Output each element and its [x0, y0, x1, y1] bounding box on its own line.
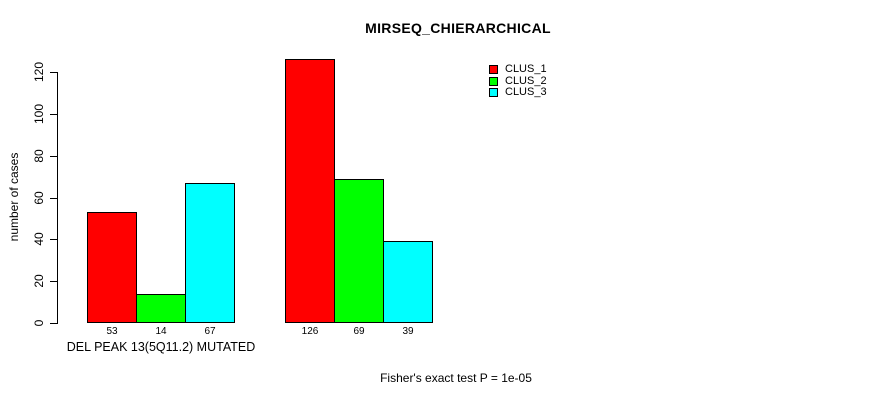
category-label: DEL PEAK 13(5Q11.2) MUTATED: [66, 340, 256, 354]
fisher-test-annotation: Fisher's exact test P = 1e-05: [380, 371, 532, 385]
y-axis-title: number of cases: [7, 152, 21, 242]
bar-value-label: 67: [204, 326, 216, 337]
bar-clus_1-group1: [87, 212, 137, 323]
legend-swatch-clus_3: [489, 88, 498, 98]
legend-swatch-clus_2: [489, 76, 498, 86]
bar-clus_3-group1: [185, 183, 235, 323]
y-axis-tick-label: 100: [32, 103, 46, 125]
legend-label: CLUS_2: [505, 74, 547, 87]
y-axis-tick: [50, 114, 57, 115]
bar-value-label: 69: [353, 326, 365, 337]
bar-clus_2-group1: [136, 294, 186, 323]
y-axis-tick-label: 40: [32, 232, 46, 246]
bar-value-label: 39: [402, 326, 414, 337]
legend-row: CLUS_3: [489, 87, 547, 99]
legend-row: CLUS_1: [489, 64, 547, 76]
y-axis-tick: [50, 323, 57, 324]
bar-clus_1-group2: [285, 59, 335, 323]
y-axis-tick: [50, 72, 57, 73]
y-axis-tick-label: 60: [32, 191, 46, 205]
legend-label: CLUS_1: [505, 63, 547, 76]
bar-value-label: 53: [106, 326, 118, 337]
y-axis-tick-label: 20: [32, 274, 46, 288]
bar-clus_2-group2: [334, 179, 384, 323]
legend: CLUS_1 CLUS_2 CLUS_3: [489, 64, 547, 99]
y-axis-tick: [50, 239, 57, 240]
legend-swatch-clus_1: [489, 65, 498, 75]
chart-title: MIRSEQ_CHIERARCHICAL: [365, 20, 551, 36]
y-axis-tick: [50, 198, 57, 199]
y-axis-line: [57, 72, 58, 324]
bar-value-label: 14: [155, 326, 167, 337]
legend-row: CLUS_2: [489, 74, 547, 88]
legend-label: CLUS_3: [505, 86, 547, 99]
y-axis-tick: [50, 281, 57, 282]
bar-clus_3-group2: [383, 241, 433, 323]
y-axis-tick-label: 120: [32, 61, 46, 83]
bar-value-label: 126: [301, 326, 319, 337]
y-axis-tick: [50, 156, 57, 157]
y-axis-tick-label: 0: [32, 319, 46, 327]
y-axis-tick-label: 80: [32, 149, 46, 163]
